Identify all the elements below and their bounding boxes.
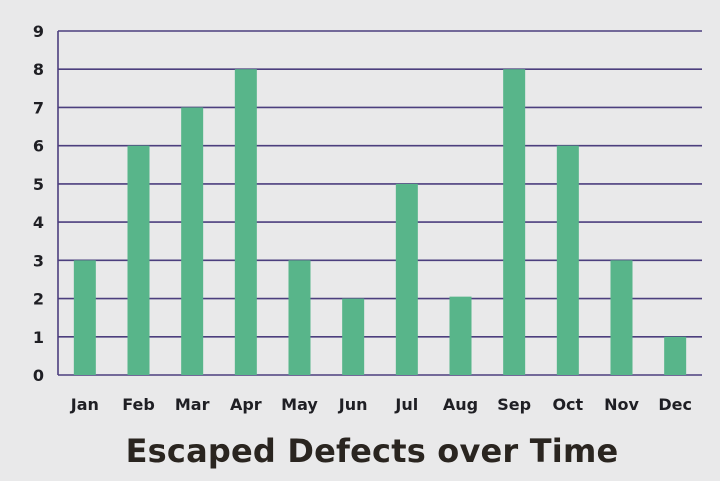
x-tick-label: May [281,395,318,414]
y-tick-label: 9 [33,22,44,41]
bar-dec [664,336,687,375]
x-tick-label: Nov [604,395,639,414]
bar-jan [73,260,96,375]
chart-title: Escaped Defects over Time [125,432,619,470]
bar-mar [181,107,204,375]
x-tick-label: Jul [394,395,418,414]
bar-chart: 0 1 2 3 4 5 6 7 8 9 Jan Feb Mar Apr May Jun Jul Aug Sep Oc… [33,22,702,414]
bar-apr [234,69,257,375]
x-tick-label: Jun [338,395,368,414]
x-tick-label: Aug [443,395,478,414]
x-tick-label: Sep [497,395,531,414]
y-tick-label: 0 [33,366,44,385]
y-axis-ticks: 0 1 2 3 4 5 6 7 8 9 [33,22,44,385]
x-tick-label: Dec [658,395,692,414]
gridlines [57,30,702,376]
bar-nov [610,260,633,375]
y-tick-label: 4 [33,213,44,232]
bar-oct [556,145,579,375]
y-tick-label: 1 [33,328,44,347]
y-tick-label: 3 [33,251,44,270]
x-tick-label: Oct [552,395,583,414]
y-tick-label: 7 [33,98,44,117]
bar-aug [449,296,472,375]
bar-feb [127,145,150,375]
y-tick-label: 6 [33,137,44,156]
x-tick-label: Mar [175,395,210,414]
bar-jun [342,298,365,375]
y-tick-label: 5 [33,175,44,194]
x-tick-label: Apr [230,395,262,414]
bar-may [288,260,311,375]
bar-sep [503,69,526,375]
y-tick-label: 8 [33,60,44,79]
x-tick-label: Feb [122,395,155,414]
x-tick-label: Jan [70,395,99,414]
y-tick-label: 2 [33,290,44,309]
x-axis-ticks: Jan Feb Mar Apr May Jun Jul Aug Sep Oct Nov Dec [70,395,692,414]
bars [73,69,687,375]
bar-jul [395,183,418,375]
